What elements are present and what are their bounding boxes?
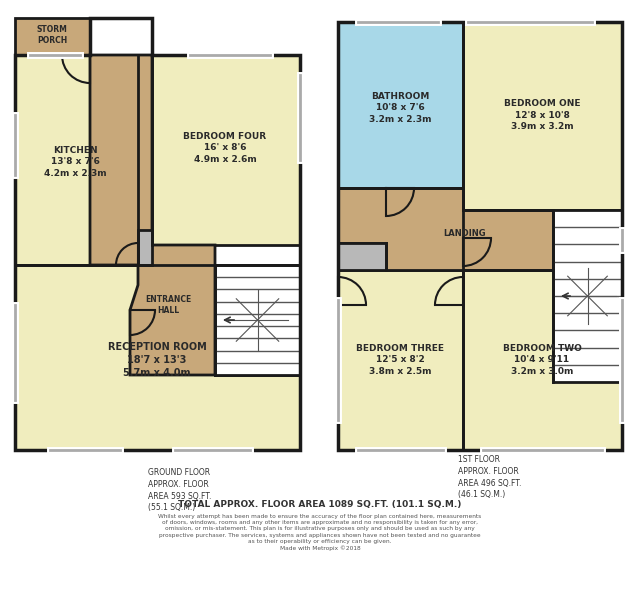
Text: RECEPTION ROOM
18'7 x 13'3
5.7m x 4.0m: RECEPTION ROOM 18'7 x 13'3 5.7m x 4.0m — [108, 342, 206, 378]
Polygon shape — [463, 270, 622, 450]
Polygon shape — [152, 55, 300, 245]
Polygon shape — [338, 188, 553, 270]
Polygon shape — [15, 55, 138, 265]
Text: BEDROOM THREE
12'5 x 8'2
3.8m x 2.5m: BEDROOM THREE 12'5 x 8'2 3.8m x 2.5m — [356, 344, 444, 376]
Polygon shape — [338, 270, 463, 450]
Text: 1ST FLOOR
APPROX. FLOOR
AREA 496 SQ.FT.
(46.1 SQ.M.): 1ST FLOOR APPROX. FLOOR AREA 496 SQ.FT. … — [458, 455, 522, 500]
Text: GROUND FLOOR
APPROX. FLOOR
AREA 593 SQ.FT.
(55.1 SQ.M.): GROUND FLOOR APPROX. FLOOR AREA 593 SQ.F… — [148, 468, 211, 512]
Polygon shape — [15, 18, 90, 55]
Polygon shape — [338, 243, 386, 270]
Polygon shape — [138, 230, 152, 265]
Text: BEDROOM FOUR
16' x 8'6
4.9m x 2.6m: BEDROOM FOUR 16' x 8'6 4.9m x 2.6m — [184, 132, 267, 164]
Polygon shape — [90, 55, 215, 375]
Text: BEDROOM TWO
10'4 x 9'11
3.2m x 3.0m: BEDROOM TWO 10'4 x 9'11 3.2m x 3.0m — [502, 344, 581, 376]
Polygon shape — [553, 210, 622, 382]
Polygon shape — [463, 22, 622, 210]
Text: Whilst every attempt has been made to ensure the accuracy of the floor plan cont: Whilst every attempt has been made to en… — [158, 514, 482, 551]
Text: STORM
PORCH: STORM PORCH — [36, 25, 67, 45]
Polygon shape — [15, 265, 300, 450]
Text: BEDROOM ONE
12'8 x 10'8
3.9m x 3.2m: BEDROOM ONE 12'8 x 10'8 3.9m x 3.2m — [504, 99, 580, 131]
Text: LANDING: LANDING — [444, 229, 486, 237]
Text: KITCHEN
13'8 x 7'6
4.2m x 2.3m: KITCHEN 13'8 x 7'6 4.2m x 2.3m — [44, 146, 106, 178]
Polygon shape — [215, 265, 300, 375]
Text: BATHROOM
10'8 x 7'6
3.2m x 2.3m: BATHROOM 10'8 x 7'6 3.2m x 2.3m — [369, 92, 431, 124]
Polygon shape — [15, 265, 300, 450]
Text: TOTAL APPROX. FLOOR AREA 1089 SQ.FT. (101.1 SQ.M.): TOTAL APPROX. FLOOR AREA 1089 SQ.FT. (10… — [179, 500, 461, 509]
Text: ENTRANCE
HALL: ENTRANCE HALL — [145, 295, 191, 316]
Polygon shape — [338, 22, 463, 188]
